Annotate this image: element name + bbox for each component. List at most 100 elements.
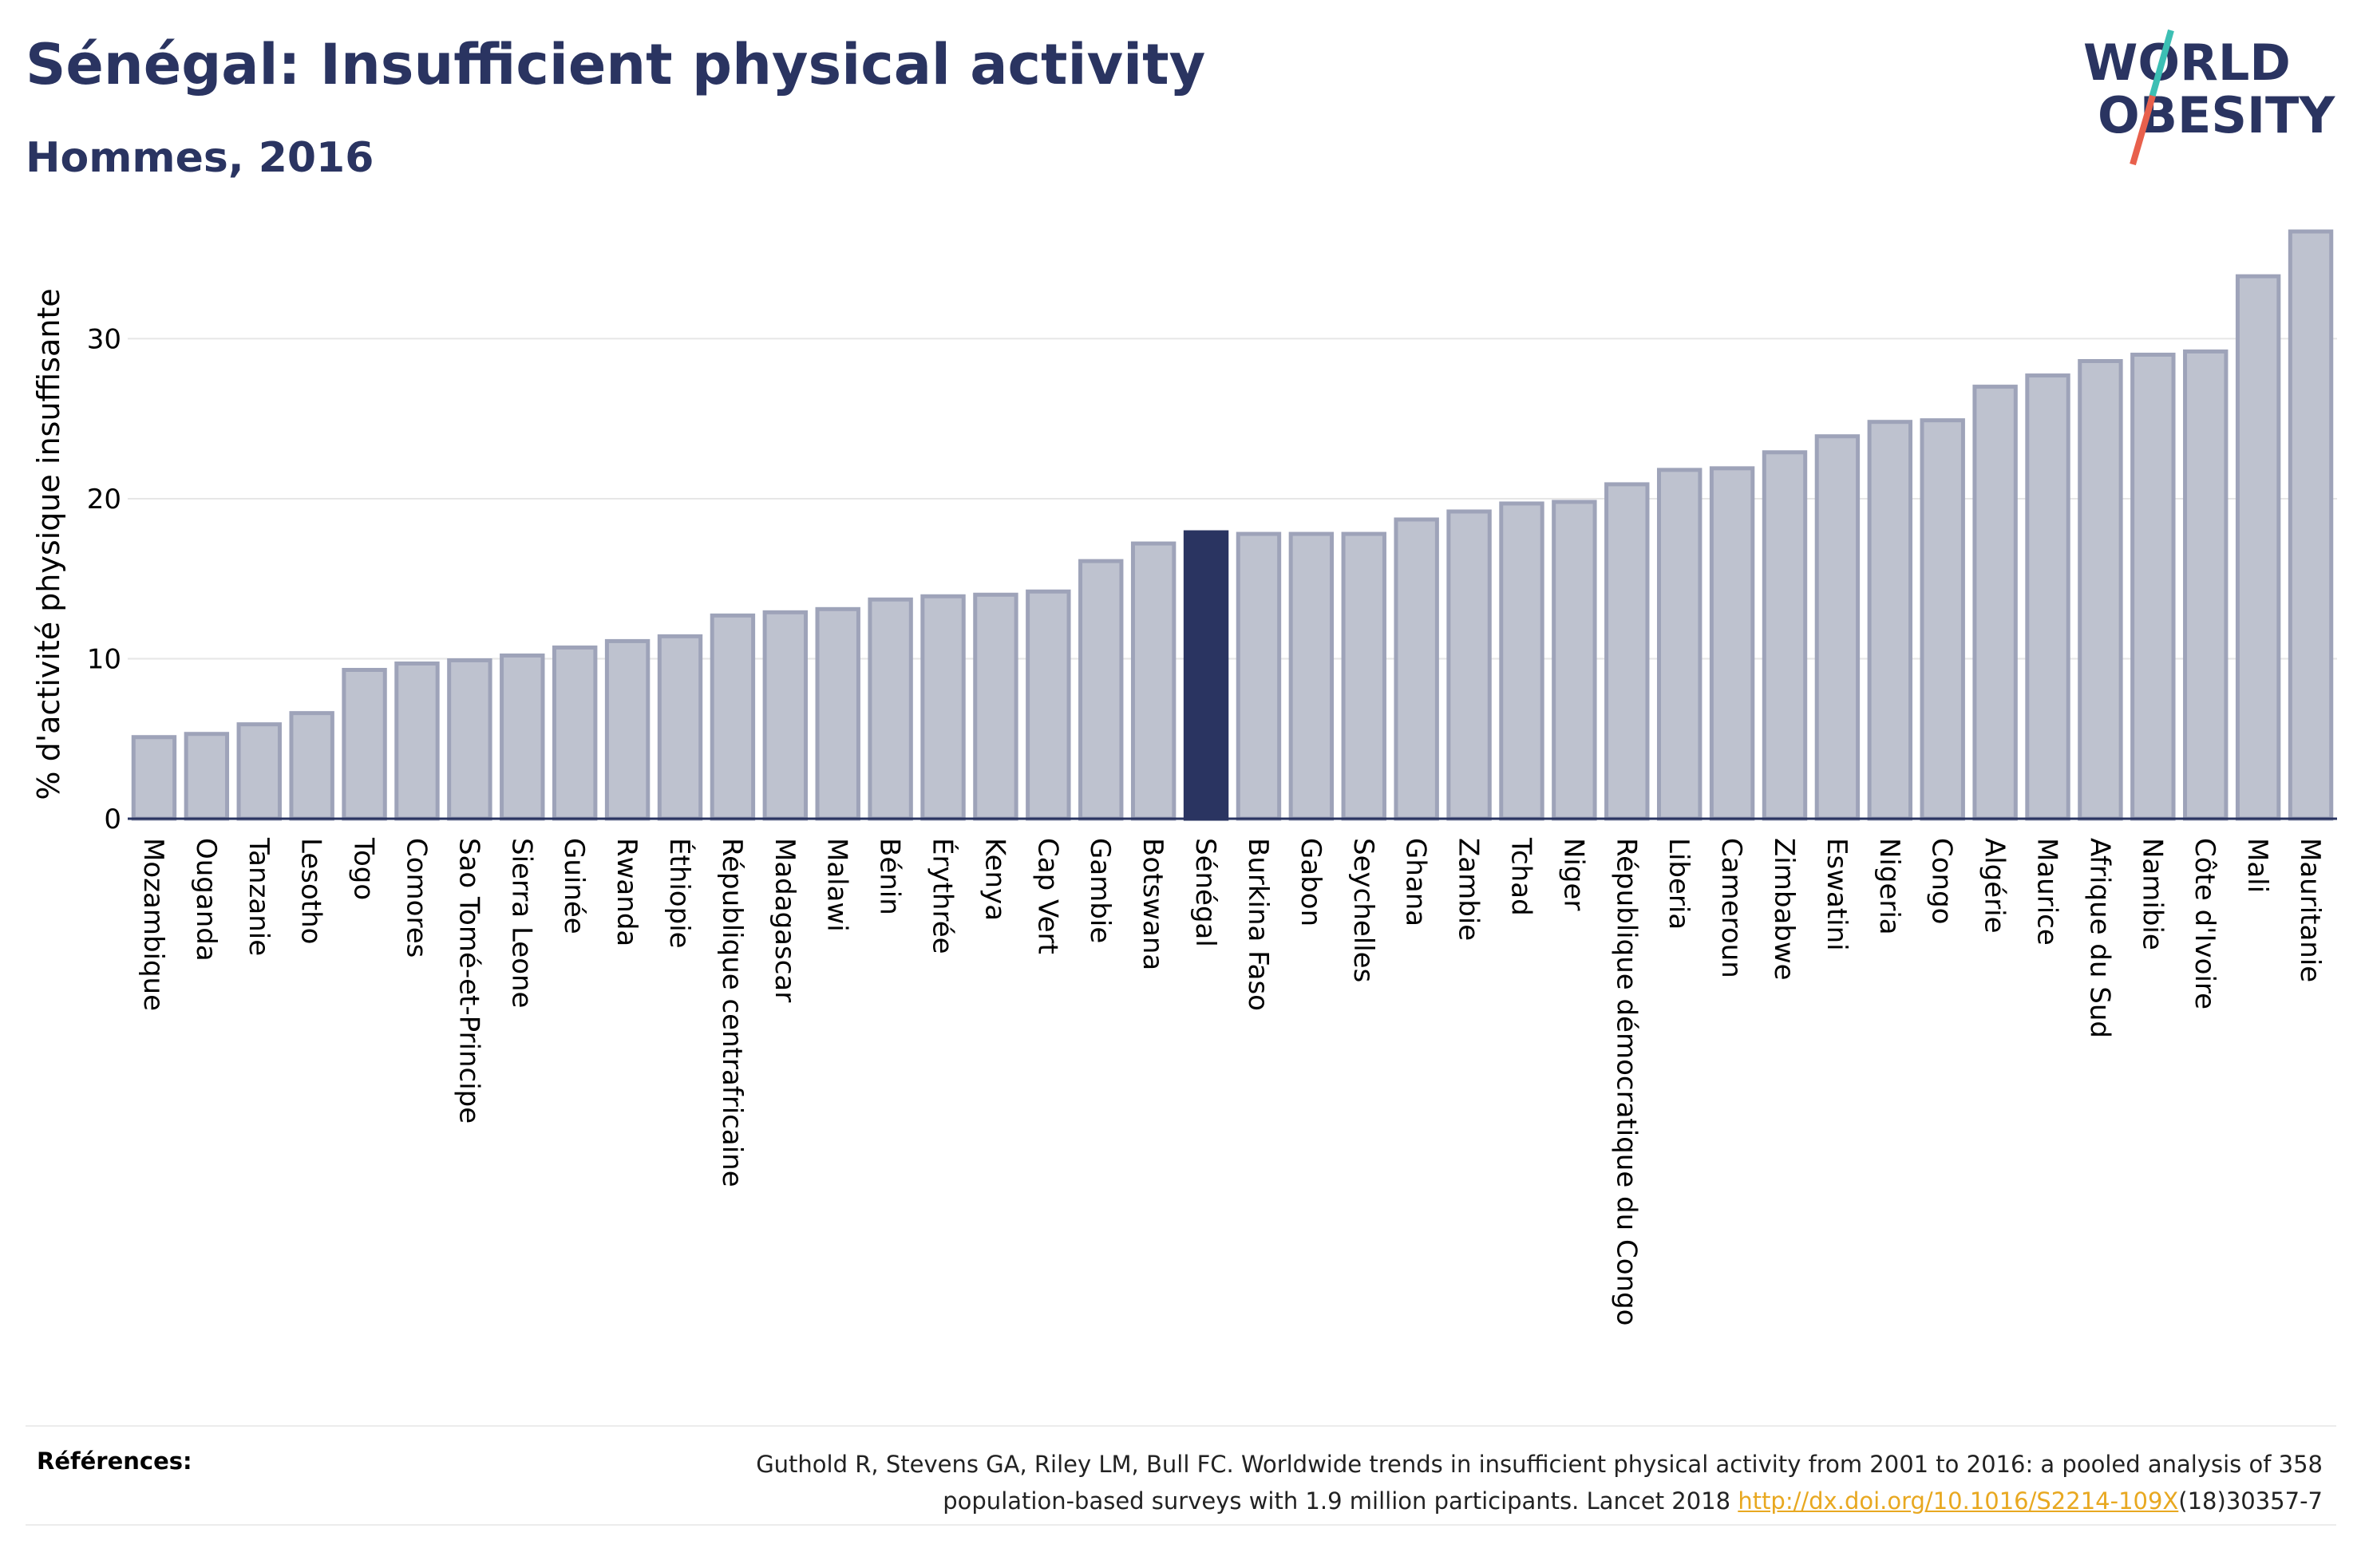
x-tick-label: Congo bbox=[1926, 838, 1958, 924]
x-tick-label: Cameroun bbox=[1715, 838, 1747, 978]
world-obesity-logo: WORLD OBESITY bbox=[2083, 29, 2335, 166]
bar-highlighted bbox=[1183, 530, 1229, 821]
x-tick-label: Éthiopie bbox=[663, 838, 696, 949]
bar bbox=[1604, 482, 1650, 821]
x-tick-label: Zimbabwe bbox=[1768, 838, 1800, 981]
x-tick-label: Niger bbox=[1557, 838, 1589, 910]
grid-lines bbox=[128, 338, 2337, 660]
x-tick-label: Nigeria bbox=[1873, 838, 1905, 935]
bar bbox=[1656, 468, 1703, 821]
x-tick-labels: Mozambique Ouganda Tanzanie Lesotho Togo Como… bbox=[137, 837, 2326, 1325]
bar bbox=[236, 722, 282, 821]
x-tick-label: Maurice bbox=[2031, 838, 2063, 946]
x-tick-label: Seychelles bbox=[1347, 838, 1379, 982]
bar bbox=[1867, 420, 1913, 821]
bar bbox=[815, 606, 860, 821]
x-tick-label: Botswana bbox=[1137, 838, 1169, 970]
x-tick-label: Gambie bbox=[1084, 838, 1116, 943]
bar bbox=[2130, 352, 2176, 821]
x-tick-label: Rwanda bbox=[611, 838, 643, 946]
x-tick-label: Zambie bbox=[1453, 838, 1485, 941]
bar bbox=[1920, 418, 1965, 821]
references-label: Références: bbox=[37, 1448, 192, 1475]
bar bbox=[2183, 349, 2229, 821]
x-tick-label: Sénégal bbox=[1189, 838, 1221, 947]
bar bbox=[1341, 531, 1386, 821]
x-tick-label: Ouganda bbox=[190, 838, 222, 962]
bar bbox=[1709, 466, 1755, 821]
logo-text-obesity: OBESITY bbox=[2098, 86, 2335, 144]
bar bbox=[1026, 589, 1071, 821]
bars bbox=[131, 229, 2334, 821]
reference-citation-suffix: (18)30357-7 bbox=[2178, 1487, 2323, 1515]
x-tick-label: Gabon bbox=[1295, 838, 1327, 926]
y-axis-label: % d'activité physique insuffisante bbox=[31, 288, 66, 800]
x-tick-label: Burkina Faso bbox=[1242, 838, 1274, 1011]
x-tick-label: Kenya bbox=[979, 838, 1010, 921]
bar bbox=[1814, 434, 1861, 821]
bar bbox=[342, 668, 387, 821]
bar bbox=[1972, 385, 2018, 821]
x-tick-label: Bénin bbox=[874, 838, 906, 915]
bar bbox=[1394, 517, 1439, 821]
x-tick-label: Sao Tomé-et-Principe bbox=[453, 838, 484, 1124]
bar bbox=[394, 661, 440, 821]
x-tick-label: Mali bbox=[2241, 838, 2273, 893]
chart-subtitle: Hommes, 2016 bbox=[26, 134, 374, 182]
bar bbox=[1499, 501, 1544, 821]
bar bbox=[289, 711, 334, 821]
x-tick-label: Érythrée bbox=[927, 838, 959, 954]
y-tick-label: 20 bbox=[87, 484, 121, 515]
bar bbox=[1130, 541, 1177, 821]
bar bbox=[500, 653, 545, 821]
bar bbox=[184, 732, 230, 821]
x-tick-label: Afrique du Sud bbox=[2083, 838, 2115, 1038]
references-bottom-divider bbox=[26, 1524, 2336, 1526]
y-tick-label: 30 bbox=[87, 323, 121, 355]
bar bbox=[1762, 450, 1808, 821]
x-tick-label: Tanzanie bbox=[243, 837, 275, 956]
bar-chart: 0 10 20 30 Mozambique Ouganda Tanzanie Lesotho… bbox=[31, 229, 2337, 1325]
logo-slash-bottom bbox=[2130, 94, 2156, 166]
bar bbox=[710, 613, 756, 821]
x-tick-label: Tchad bbox=[1505, 837, 1536, 916]
bar bbox=[1078, 559, 1124, 821]
x-tick-label: Mauritanie bbox=[2294, 838, 2326, 982]
references-text: Guthold R, Stevens GA, Riley LM, Bull FC… bbox=[607, 1446, 2323, 1519]
x-tick-label: Namibie bbox=[2136, 838, 2168, 950]
x-tick-label: Sierra Leone bbox=[505, 838, 537, 1008]
bar bbox=[131, 735, 177, 821]
x-tick-label: Guinée bbox=[558, 838, 590, 934]
bar bbox=[1446, 509, 1492, 821]
x-tick-label: Togo bbox=[348, 837, 380, 900]
x-tick-label: République centrafricaine bbox=[716, 838, 748, 1187]
x-tick-label: Malawi bbox=[821, 838, 853, 932]
logo-text-world: WORLD bbox=[2083, 34, 2291, 92]
x-tick-label: Algérie bbox=[1979, 838, 2011, 934]
bar bbox=[604, 638, 651, 821]
bar bbox=[552, 645, 598, 821]
x-tick-label: Ghana bbox=[1400, 838, 1432, 926]
y-tick-label: 0 bbox=[104, 804, 121, 835]
bar bbox=[868, 597, 913, 821]
bar bbox=[1288, 531, 1335, 821]
bar bbox=[657, 634, 703, 821]
x-tick-label: Côte d'Ivoire bbox=[2189, 838, 2221, 1009]
reference-citation-line1: Guthold R, Stevens GA, Riley LM, Bull FC… bbox=[756, 1451, 2323, 1478]
bar bbox=[2288, 229, 2334, 821]
bar bbox=[2078, 358, 2123, 821]
x-tick-label: Lesotho bbox=[295, 838, 327, 944]
bar bbox=[920, 594, 966, 821]
y-tick-labels: 0 10 20 30 bbox=[87, 323, 121, 835]
chart-title: Sénégal: Insufficient physical activity bbox=[26, 32, 1206, 97]
bar bbox=[447, 658, 492, 821]
x-tick-label: Cap Vert bbox=[1031, 838, 1063, 954]
x-tick-label: Eswatini bbox=[1821, 838, 1853, 951]
y-tick-label: 10 bbox=[87, 643, 121, 675]
reference-citation-line2: population-based surveys with 1.9 millio… bbox=[943, 1487, 1738, 1515]
reference-doi-link[interactable]: http://dx.doi.org/10.1016/S2214-109X bbox=[1738, 1487, 2179, 1515]
bar bbox=[762, 610, 809, 821]
x-tick-label: Liberia bbox=[1663, 838, 1695, 930]
x-tick-label: République démocratique du Congo bbox=[1610, 838, 1642, 1325]
x-tick-label: Mozambique bbox=[137, 838, 169, 1011]
